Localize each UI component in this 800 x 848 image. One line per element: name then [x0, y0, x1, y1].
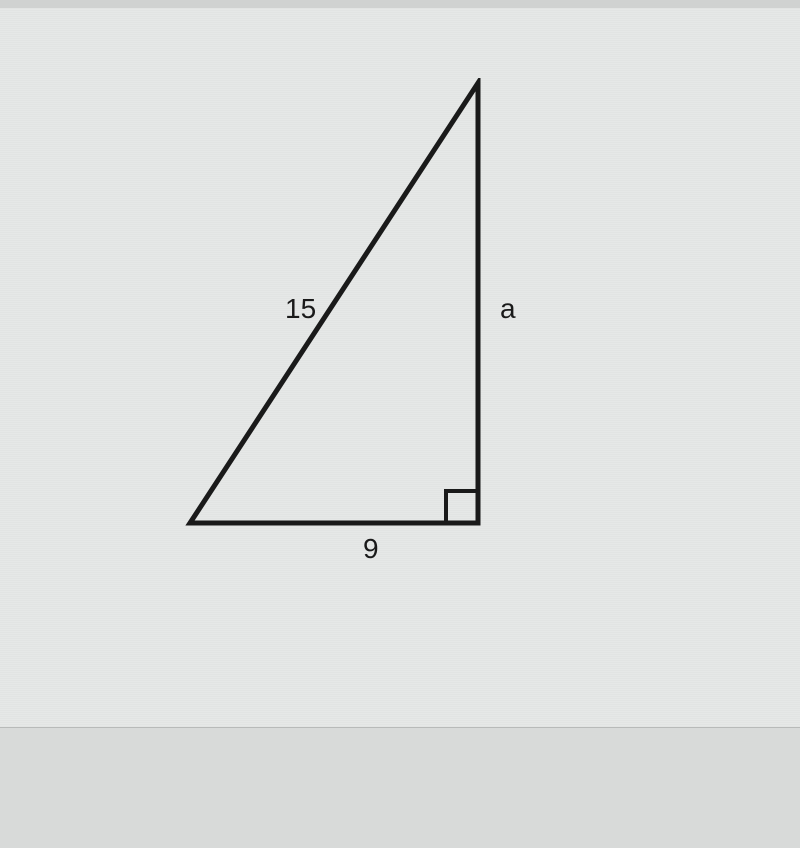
top-edge-strip	[0, 0, 800, 8]
right-angle-marker	[446, 491, 478, 523]
hypotenuse-label: 15	[285, 293, 316, 325]
bottom-panel	[0, 728, 800, 848]
triangle-svg	[150, 78, 550, 578]
base-side-label: 9	[363, 533, 379, 565]
triangle-path	[190, 83, 478, 523]
triangle-diagram: 15 a 9	[150, 78, 550, 578]
diagram-panel: 15 a 9	[0, 8, 800, 728]
vertical-side-label: a	[500, 293, 516, 325]
